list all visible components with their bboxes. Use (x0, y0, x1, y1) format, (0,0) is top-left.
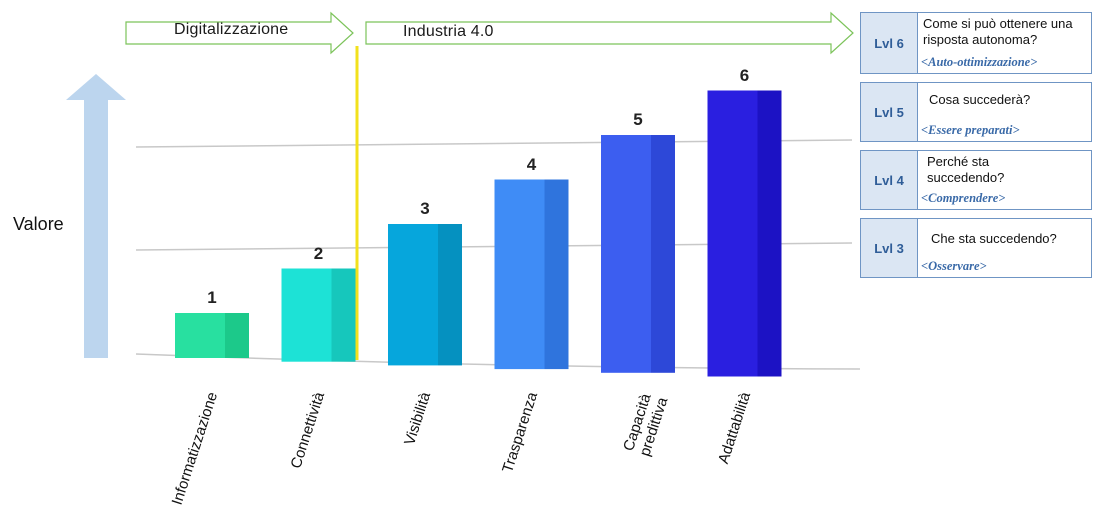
level-5-box: Lvl 5 Cosa succederà? <Essere preparati> (860, 82, 1092, 142)
bar-front (601, 135, 651, 373)
level-keyword: <Comprendere> (921, 191, 1006, 205)
bar-side (225, 313, 249, 358)
level-question: Come si può ottenere una risposta autono… (923, 16, 1073, 47)
level-tag: Lvl 3 (861, 219, 918, 277)
bar-value-label: 4 (526, 154, 537, 174)
level-question: Cosa succederà? (929, 92, 1031, 107)
bar-value-label: 1 (207, 288, 217, 307)
bar-2 (281, 268, 356, 362)
level-keyword: <Osservare> (921, 259, 987, 273)
bar-front (707, 90, 758, 377)
bar-front (175, 313, 225, 358)
digitalizzazione-arrow-icon (125, 11, 354, 55)
bar-6 (707, 90, 782, 377)
bar-1 (175, 313, 249, 358)
level-tag: Lvl 6 (861, 13, 918, 73)
bar-front (281, 268, 332, 362)
industria-arrow-icon (365, 11, 854, 55)
bar-front (388, 224, 438, 366)
level-6-box: Lvl 6 Come si può ottenere una risposta … (860, 12, 1092, 74)
level-question: Che sta succedendo? (931, 231, 1057, 246)
bar-value-label: 3 (420, 199, 430, 218)
bar-value-label: 6 (739, 65, 750, 85)
level-keyword: <Essere preparati> (921, 123, 1020, 137)
phase-label-digitalizzazione: Digitalizzazione (174, 21, 289, 38)
phase-label-industria: Industria 4.0 (403, 23, 494, 40)
bars-layer (175, 90, 782, 377)
bar-side (438, 224, 462, 366)
bar-value-label: 2 (313, 243, 324, 263)
bar-side (651, 135, 675, 373)
bar-5 (601, 135, 675, 373)
level-3-box: Lvl 3 Che sta succedendo? <Osservare> (860, 218, 1092, 278)
bar-value-label: 5 (633, 110, 643, 129)
bar-3 (388, 224, 462, 366)
bar-side (757, 90, 782, 377)
level-tag: Lvl 5 (861, 83, 918, 141)
y-axis-label: Valore (13, 214, 64, 234)
level-question: Perché sta succedendo? (927, 154, 1005, 185)
bar-side (331, 268, 356, 362)
value-arrow-icon (66, 74, 126, 358)
bar-4 (494, 179, 569, 370)
level-keyword: <Auto-ottimizzazione> (921, 55, 1038, 69)
bar-side (544, 179, 569, 370)
level-tag: Lvl 4 (861, 151, 918, 209)
bar-front (494, 179, 545, 370)
level-4-box: Lvl 4 Perché sta succedendo? <Comprender… (860, 150, 1092, 210)
